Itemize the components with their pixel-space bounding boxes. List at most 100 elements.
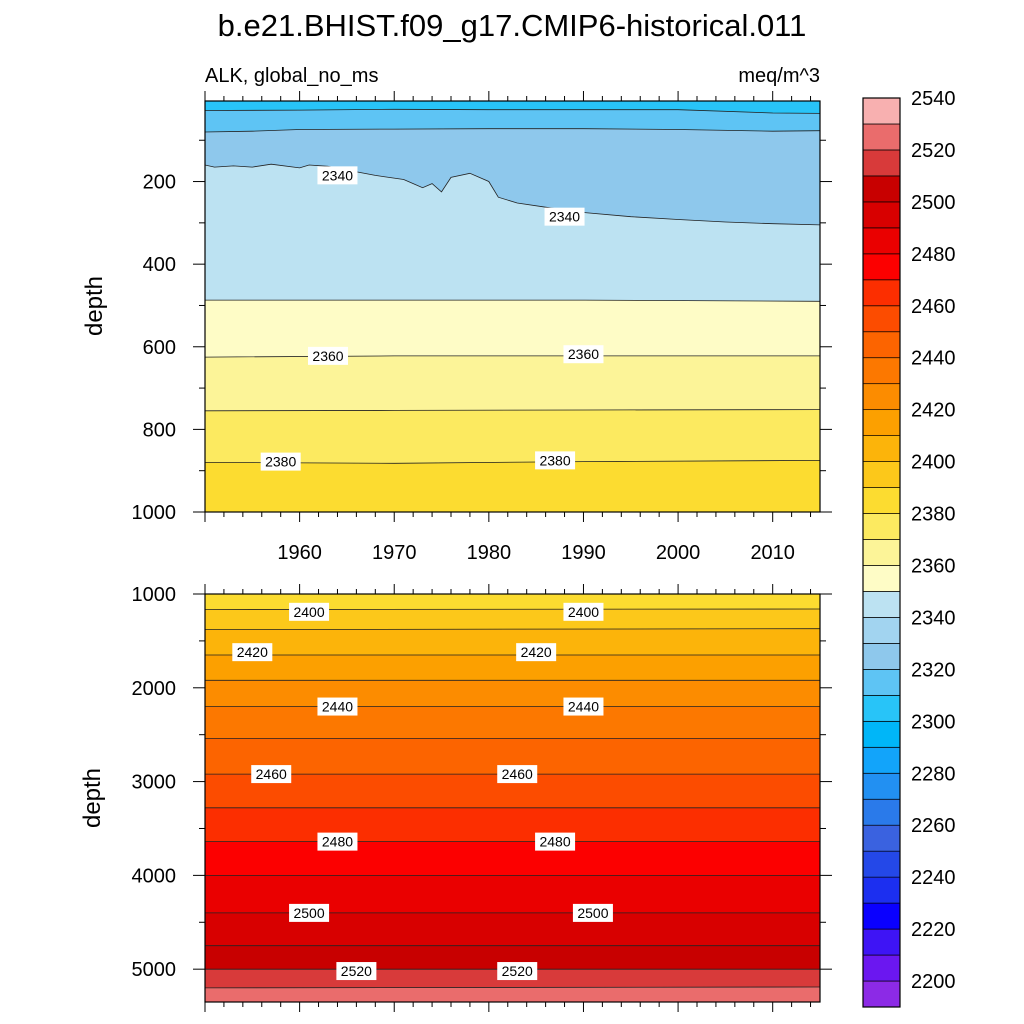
contour-label-box (260, 452, 301, 471)
colorbar-tick-label: 2440 (911, 348, 956, 370)
upper-y-axis-label: depth (81, 276, 108, 336)
contour-label: 2400 (293, 604, 324, 620)
plot-frame (204, 100, 821, 513)
contour-label: 2440 (568, 699, 599, 715)
y-tick-label: 800 (143, 419, 176, 441)
colorbar-swatch (862, 591, 901, 618)
colorbar-frame (862, 97, 901, 1008)
colorbar-swatch (862, 954, 901, 982)
colorbar-swatch (862, 513, 901, 540)
colorbar-swatch (862, 461, 901, 488)
contour-line (205, 409, 820, 412)
colorbar-swatch (862, 617, 901, 644)
contour-label: 2380 (265, 454, 296, 470)
contour-label-box (308, 346, 348, 365)
contour-line (205, 628, 820, 630)
contour-line (205, 460, 820, 464)
contour-label: 2360 (312, 348, 343, 364)
colorbar-swatch (862, 539, 901, 566)
colorbar-swatch (862, 253, 901, 281)
colorbar-swatch (862, 123, 901, 151)
contour-line (205, 608, 820, 610)
colorbar-swatch (862, 97, 901, 125)
contour-label-box (317, 166, 358, 185)
lower-panel: 2400 2400 2420 2420 2440 2440 2460 2460 2480 2480… (132, 584, 832, 1012)
contour-label: 2480 (322, 834, 353, 850)
colorbar-swatch (862, 331, 901, 359)
contour-label: 2520 (341, 963, 372, 979)
colorbar-swatch (862, 383, 901, 411)
y-tick-label: 5000 (132, 959, 177, 981)
contour-label: 2380 (539, 452, 570, 468)
colorbar-tick-label: 2220 (911, 919, 956, 941)
colorbar-tick-label: 2540 (911, 88, 956, 110)
colorbar-swatch (862, 565, 901, 592)
contour-label-box (251, 765, 292, 784)
y-tick-label: 2000 (132, 678, 177, 700)
colorbar-swatch (862, 928, 901, 956)
contour-label-box (563, 345, 604, 364)
colorbar-tick-label: 2520 (911, 140, 956, 162)
contour-label-box (497, 962, 538, 981)
contour-label: 2340 (549, 209, 580, 225)
y-tick-label: 3000 (132, 772, 177, 794)
plot-frame (204, 593, 821, 1003)
contour-line (205, 163, 820, 226)
colorbar-swatch (862, 409, 901, 436)
colorbar-swatch (862, 824, 901, 852)
y-tick-label: 400 (143, 254, 176, 276)
x-tick-label: 1980 (467, 542, 512, 564)
contour-line (205, 986, 820, 989)
x-tick-label: 2000 (656, 542, 701, 564)
colorbar-swatch (862, 798, 901, 826)
colorbar-swatch (862, 643, 901, 670)
contour-fill-band (205, 987, 820, 1002)
colorbar-swatch (862, 487, 901, 514)
y-tick-label: 200 (143, 172, 176, 194)
left-subtitle: ALK, global_no_ms (205, 65, 378, 87)
contour-label: 2440 (322, 699, 353, 715)
colorbar-tick-label: 2280 (911, 763, 956, 785)
colorbar-swatch (862, 279, 901, 307)
colorbar-swatch (862, 305, 901, 333)
lower-y-axis-label: depth (79, 768, 106, 828)
contour-label: 2520 (502, 963, 533, 979)
contour-label-box (563, 697, 604, 716)
colorbar-tick-label: 2300 (911, 711, 956, 733)
colorbar-swatch (862, 227, 901, 255)
colorbar-tick-label: 2320 (911, 659, 956, 681)
contour-label: 2360 (568, 346, 599, 362)
contour-label: 2460 (502, 766, 533, 782)
right-subtitle: meq/m^3 (738, 65, 820, 87)
contour-label-box (516, 643, 557, 662)
contour-label-box (563, 602, 604, 621)
colorbar-tick-label: 2200 (911, 971, 956, 993)
y-tick-label: 600 (143, 337, 176, 359)
contour-label-box (497, 765, 538, 784)
colorbar-tick-label: 2500 (911, 192, 956, 214)
contour-fill-group (205, 594, 820, 1002)
contour-label: 2500 (577, 905, 608, 921)
colorbar-tick-label: 2480 (911, 244, 956, 266)
contour-label: 2420 (521, 644, 552, 660)
contour-label-box (535, 451, 576, 470)
colorbar-tick-label: 2360 (911, 555, 956, 577)
colorbar-tick-label: 2400 (911, 452, 956, 474)
y-tick-label: 1000 (132, 502, 177, 524)
contour-label-box (289, 903, 330, 922)
contour-fill-group (205, 101, 820, 512)
upper-panel: 2340 2340 2360 2360 2380 2380 1960 1970 1980 1990… (132, 91, 832, 564)
contour-label: 2460 (256, 766, 287, 782)
colorbar-tick-label: 2340 (911, 607, 956, 629)
y-tick-label: 4000 (132, 865, 177, 887)
contour-label: 2480 (539, 834, 570, 850)
contour-line (205, 299, 820, 302)
contour-label: 2340 (322, 167, 353, 183)
contour-label: 2420 (237, 644, 268, 660)
contour-label-box (317, 697, 358, 716)
contour-label-box (317, 832, 358, 851)
colorbar-tick-label: 2380 (911, 504, 956, 526)
contour-line (205, 128, 820, 133)
contour-label-box (572, 903, 613, 922)
